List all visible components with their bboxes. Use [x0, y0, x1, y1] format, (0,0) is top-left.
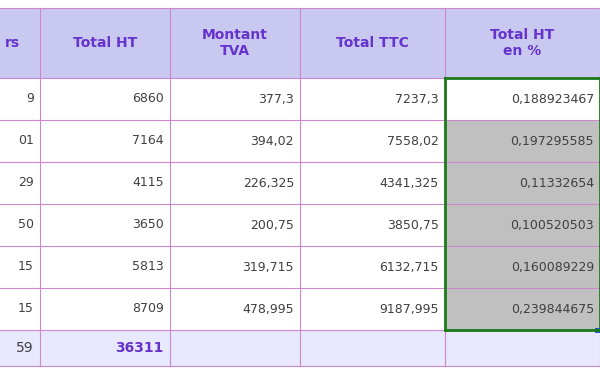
- Bar: [300, 330, 445, 366]
- Text: 59: 59: [16, 341, 34, 355]
- Text: 3850,75: 3850,75: [387, 219, 439, 232]
- Bar: [40, 120, 170, 162]
- Bar: [170, 78, 300, 120]
- Bar: [445, 204, 600, 246]
- Bar: [445, 246, 600, 288]
- Bar: [300, 246, 445, 288]
- Text: 15: 15: [18, 260, 34, 273]
- Bar: [0, 120, 40, 162]
- Text: 7237,3: 7237,3: [395, 93, 439, 106]
- Bar: [445, 120, 600, 162]
- Bar: [170, 246, 300, 288]
- Text: Total HT
en %: Total HT en %: [490, 28, 554, 58]
- Bar: [170, 288, 300, 330]
- Bar: [445, 8, 600, 78]
- Text: 226,325: 226,325: [242, 176, 294, 189]
- Text: 29: 29: [18, 176, 34, 189]
- Text: 6132,715: 6132,715: [380, 260, 439, 273]
- Text: 0,100520503: 0,100520503: [511, 219, 594, 232]
- Bar: [170, 8, 300, 78]
- Bar: [0, 78, 40, 120]
- Bar: [0, 162, 40, 204]
- Text: 3650: 3650: [132, 219, 164, 232]
- Text: 5813: 5813: [132, 260, 164, 273]
- Bar: [170, 204, 300, 246]
- Text: 394,02: 394,02: [251, 135, 294, 147]
- Text: 9: 9: [26, 93, 34, 106]
- Bar: [300, 204, 445, 246]
- Bar: [40, 330, 170, 366]
- Text: 0,197295585: 0,197295585: [511, 135, 594, 147]
- Bar: [300, 288, 445, 330]
- Text: 7164: 7164: [133, 135, 164, 147]
- Bar: [445, 162, 600, 204]
- Bar: [300, 78, 445, 120]
- Bar: [40, 204, 170, 246]
- Bar: [445, 288, 600, 330]
- Bar: [40, 162, 170, 204]
- Bar: [445, 330, 600, 366]
- Bar: [300, 8, 445, 78]
- Bar: [595, 327, 600, 332]
- Bar: [300, 162, 445, 204]
- Bar: [40, 8, 170, 78]
- Text: 0,188923467: 0,188923467: [511, 93, 594, 106]
- Text: Total HT: Total HT: [73, 36, 137, 50]
- Text: 4341,325: 4341,325: [380, 176, 439, 189]
- Text: 377,3: 377,3: [258, 93, 294, 106]
- Text: 7558,02: 7558,02: [387, 135, 439, 147]
- Text: 50: 50: [18, 219, 34, 232]
- Text: 0,160089229: 0,160089229: [511, 260, 594, 273]
- Bar: [0, 330, 40, 366]
- Text: rs: rs: [5, 36, 20, 50]
- Text: 6860: 6860: [132, 93, 164, 106]
- Text: 15: 15: [18, 303, 34, 316]
- Text: 01: 01: [18, 135, 34, 147]
- Bar: [300, 120, 445, 162]
- Text: 36311: 36311: [116, 341, 164, 355]
- Bar: [170, 330, 300, 366]
- Bar: [0, 288, 40, 330]
- Text: 0,239844675: 0,239844675: [511, 303, 594, 316]
- Text: 9187,995: 9187,995: [380, 303, 439, 316]
- Text: 319,715: 319,715: [242, 260, 294, 273]
- Text: Montant
TVA: Montant TVA: [202, 28, 268, 58]
- Text: 0,11332654: 0,11332654: [519, 176, 594, 189]
- Bar: [40, 246, 170, 288]
- Bar: [0, 246, 40, 288]
- Text: 4115: 4115: [133, 176, 164, 189]
- Bar: [40, 288, 170, 330]
- Bar: [170, 162, 300, 204]
- Text: 200,75: 200,75: [250, 219, 294, 232]
- Text: 478,995: 478,995: [242, 303, 294, 316]
- Bar: [0, 204, 40, 246]
- Bar: [445, 78, 600, 120]
- Bar: [0, 8, 40, 78]
- Text: 8709: 8709: [132, 303, 164, 316]
- Bar: [170, 120, 300, 162]
- Text: Total TTC: Total TTC: [336, 36, 409, 50]
- Bar: [40, 78, 170, 120]
